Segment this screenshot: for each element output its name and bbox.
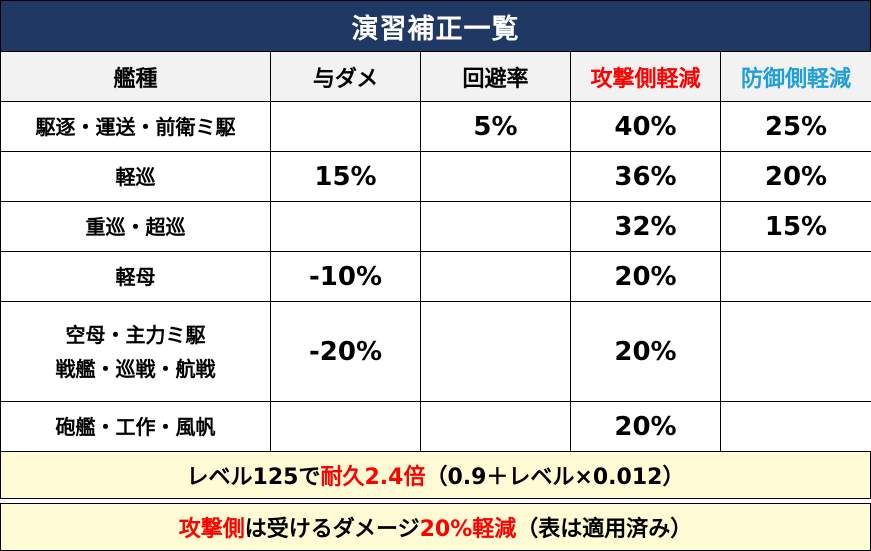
defense-reduction-cell: [720, 401, 871, 452]
header-defense-reduction: 防御側軽減: [720, 51, 871, 102]
evasion-cell: [420, 251, 571, 302]
ship-type-line: 戦艦・巡戦・航戦: [55, 356, 216, 381]
attack-reduction-cell: 36%: [570, 151, 721, 202]
table-row: 駆逐・運送・前衛ミ駆 5% 40% 25%: [0, 101, 871, 152]
durability-note-prefix: レベル125で: [186, 465, 321, 490]
ship-type-cell: 軽巡: [0, 151, 271, 202]
attacker-note-attacker: 攻撃側: [178, 517, 245, 542]
ship-type-cell: 空母・主力ミ駆 戦艦・巡戦・航戦: [0, 301, 271, 402]
attack-reduction-cell: 20%: [570, 251, 721, 302]
evasion-cell: 5%: [420, 101, 571, 152]
table-row: 砲艦・工作・風帆 20%: [0, 401, 871, 452]
evasion-cell: [420, 201, 571, 252]
header-ship-type: 艦種: [0, 51, 271, 102]
evasion-cell: [420, 301, 571, 402]
damage-cell: [270, 101, 421, 152]
ship-type-cell: 駆逐・運送・前衛ミ駆: [0, 101, 271, 152]
table-row: 軽母 -10% 20%: [0, 251, 871, 302]
durability-note-highlight: 耐久2.4倍: [320, 465, 426, 490]
damage-cell: -10%: [270, 251, 421, 302]
header-evasion: 回避率: [420, 51, 571, 102]
attack-reduction-cell: 20%: [570, 401, 721, 452]
defense-reduction-cell: [720, 301, 871, 402]
damage-cell: -20%: [270, 301, 421, 402]
attacker-note-suffix: （表は適用済み）: [516, 517, 693, 542]
damage-cell: 15%: [270, 151, 421, 202]
ship-type-cell: 軽母: [0, 251, 271, 302]
attack-reduction-cell: 32%: [570, 201, 721, 252]
defense-reduction-cell: 25%: [720, 101, 871, 152]
defense-reduction-cell: 20%: [720, 151, 871, 202]
header-attack-reduction: 攻撃側軽減: [570, 51, 721, 102]
table-row: 軽巡 15% 36% 20%: [0, 151, 871, 202]
defense-reduction-cell: 15%: [720, 201, 871, 252]
table-row: 空母・主力ミ駆 戦艦・巡戦・航戦 -20% 20%: [0, 301, 871, 402]
defense-reduction-cell: [720, 251, 871, 302]
durability-note: レベル125で 耐久2.4倍 （0.9＋レベル×0.012）: [0, 451, 871, 499]
durability-note-formula: （0.9＋レベル×0.012）: [425, 465, 685, 490]
ship-type-line: 空母・主力ミ駆: [65, 322, 206, 347]
correction-table: 艦種 与ダメ 回避率 攻撃側軽減 防御側軽減 駆逐・運送・前衛ミ駆 5% 40%…: [0, 51, 871, 452]
header-damage: 与ダメ: [270, 51, 421, 102]
table-title: 演習補正一覧: [0, 0, 871, 52]
header-row: 艦種 与ダメ 回避率 攻撃側軽減 防御側軽減: [0, 51, 871, 102]
damage-cell: [270, 201, 421, 252]
attacker-note-highlight: 20%軽減: [419, 517, 517, 542]
ship-type-cell: 重巡・超巡: [0, 201, 271, 252]
evasion-cell: [420, 151, 571, 202]
attack-reduction-cell: 40%: [570, 101, 721, 152]
attacker-note-mid: は受けるダメージ: [244, 517, 420, 542]
table-row: 重巡・超巡 32% 15%: [0, 201, 871, 252]
ship-type-cell: 砲艦・工作・風帆: [0, 401, 271, 452]
evasion-cell: [420, 401, 571, 452]
damage-cell: [270, 401, 421, 452]
attack-reduction-cell: 20%: [570, 301, 721, 402]
attacker-reduction-note: 攻撃側 は受けるダメージ 20%軽減 （表は適用済み）: [0, 503, 871, 551]
